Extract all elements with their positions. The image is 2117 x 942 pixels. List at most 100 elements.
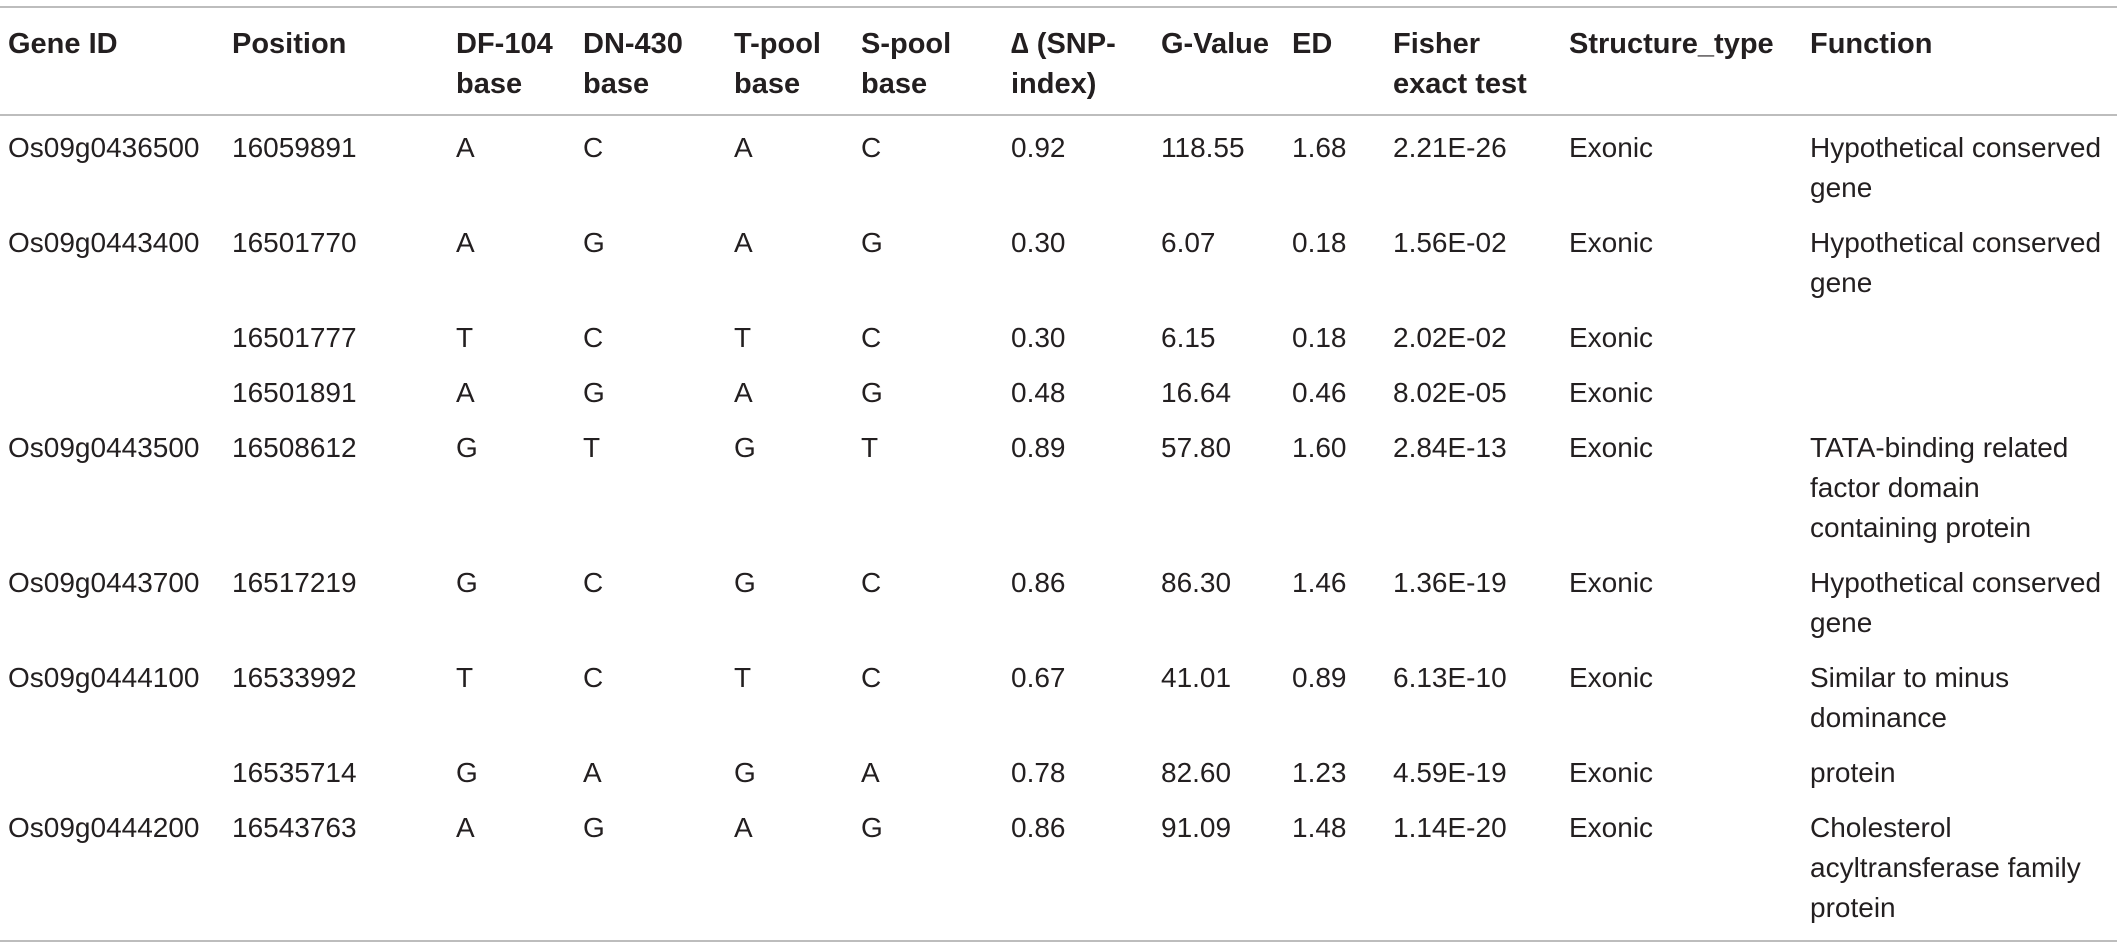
cell-structure-type: Exonic [1569,567,1654,598]
snp-table-container: Gene ID Position DF-104 base DN-430 base… [0,6,2117,942]
header-gene-id: Gene ID [0,6,224,116]
cell-g-value: 118.55 [1161,132,1245,163]
cell-dn430-base: G [583,377,605,408]
cell-fisher-exact-test: 8.02E-05 [1393,377,1507,408]
cell-tpool-base: A [734,132,753,163]
cell-delta-snp-index: 0.78 [1011,757,1066,788]
cell-delta-snp-index: 0.30 [1011,227,1066,258]
cell-dn430-base: C [583,567,604,598]
cell-df104-base: T [456,662,474,693]
cell-fisher-exact-test: 4.59E-19 [1393,757,1507,788]
cell-g-value: 82.60 [1161,757,1232,788]
cell-tpool-base: A [726,799,853,942]
cell-spool-base: G [861,377,883,408]
header-fisher-exact-test: Fisher exact test [1385,6,1561,116]
cell-function [1802,364,2117,419]
cell-structure-type: Exonic [1569,432,1654,463]
cell-df104-base: G [456,432,478,463]
cell-dn430-base: C [583,322,604,353]
table-row: Os09g0443700 16517219 G C G C 0.86 86.30… [0,554,2117,649]
cell-g-value: 91.09 [1153,799,1284,942]
table-row: Os09g0444100 16533992 T C T C 0.67 41.01… [0,649,2117,744]
cell-function: Hypothetical conserved gene [1810,132,2102,203]
table-row: 16501777 T C T C 0.30 6.15 0.18 2.02E-02… [0,309,2117,364]
cell-position: 16543763 [224,799,448,942]
cell-tpool-base: G [734,567,756,598]
cell-delta-snp-index: 0.48 [1011,377,1066,408]
cell-gene-id: Os09g0443400 [8,227,200,258]
cell-spool-base: C [861,662,882,693]
cell-gene-id [0,364,224,419]
table-row: Os09g0443400 16501770 A G A G 0.30 6.07 … [0,214,2117,309]
cell-ed: 1.60 [1292,432,1347,463]
cell-df104-base: T [456,322,474,353]
cell-fisher-exact-test: 2.02E-02 [1393,322,1507,353]
cell-dn430-base: A [583,757,602,788]
cell-position: 16533992 [232,662,357,693]
cell-delta-snp-index: 0.89 [1011,432,1066,463]
cell-function [1802,309,2117,364]
cell-ed: 1.23 [1292,757,1347,788]
cell-gene-id: Os09g0443700 [8,567,200,598]
cell-gene-id: Os09g0444200 [0,799,224,942]
cell-g-value: 86.30 [1161,567,1232,598]
cell-position: 16508612 [232,432,357,463]
cell-dn430-base: C [583,662,604,693]
cell-tpool-base: A [734,227,753,258]
cell-gene-id: Os09g0444100 [8,662,200,693]
cell-g-value: 6.07 [1161,227,1216,258]
cell-g-value: 6.15 [1161,322,1216,353]
cell-spool-base: C [861,567,882,598]
cell-position: 16517219 [232,567,357,598]
cell-structure-type: Exonic [1569,757,1654,788]
header-position: Position [224,6,448,116]
table-header: Gene ID Position DF-104 base DN-430 base… [0,6,2117,116]
cell-tpool-base: T [734,322,752,353]
cell-structure-type: Exonic [1561,799,1802,942]
cell-spool-base: G [861,227,883,258]
cell-function: Similar to minus dominance [1810,662,2010,733]
header-dn430-base: DN-430 base [575,6,726,116]
cell-fisher-exact-test: 2.84E-13 [1393,432,1507,463]
cell-ed: 0.18 [1292,322,1347,353]
cell-gene-id: Os09g0443500 [8,432,200,463]
cell-ed: 1.48 [1284,799,1385,942]
cell-df104-base: A [456,377,475,408]
table-row: 16501891 A G A G 0.48 16.64 0.46 8.02E-0… [0,364,2117,419]
table-row: Os09g0443500 16508612 G T G T 0.89 57.80… [0,419,2117,554]
cell-spool-base: T [861,432,879,463]
cell-ed: 0.89 [1292,662,1347,693]
header-ed: ED [1284,6,1385,116]
cell-structure-type: Exonic [1569,322,1654,353]
cell-position: 16501770 [232,227,357,258]
cell-dn430-base: C [583,132,604,163]
cell-ed: 1.46 [1292,567,1347,598]
cell-tpool-base: A [734,377,753,408]
cell-structure-type: Exonic [1569,227,1654,258]
table-row: Os09g0444200 16543763 A G A G 0.86 91.09… [0,799,2117,942]
cell-ed: 1.68 [1292,132,1347,163]
cell-dn430-base: T [583,432,601,463]
cell-spool-base: C [861,322,882,353]
header-g-value: G-Value [1153,6,1284,116]
cell-function: TATA-binding related factor domain conta… [1810,432,2069,543]
cell-tpool-base: T [734,662,752,693]
cell-dn430-base: G [583,227,605,258]
cell-delta-snp-index: 0.92 [1011,132,1066,163]
cell-df104-base: G [456,567,478,598]
snp-table: Gene ID Position DF-104 base DN-430 base… [0,6,2117,942]
cell-delta-snp-index: 0.86 [1011,567,1066,598]
cell-fisher-exact-test: 1.36E-19 [1393,567,1507,598]
header-delta-snp-index: ∆ (SNP- index) [1003,6,1153,116]
cell-df104-base: A [456,227,475,258]
cell-function: Hypothetical conserved gene [1810,227,2102,298]
cell-fisher-exact-test: 6.13E-10 [1393,662,1507,693]
cell-spool-base: A [861,757,880,788]
cell-delta-snp-index: 0.67 [1011,662,1066,693]
cell-fisher-exact-test: 1.56E-02 [1393,227,1507,258]
cell-structure-type: Exonic [1569,132,1654,163]
cell-position: 16535714 [232,757,357,788]
table-body: Os09g0436500 16059891 A C A C 0.92 118.5… [0,115,2117,942]
cell-ed: 0.18 [1292,227,1347,258]
cell-fisher-exact-test: 1.14E-20 [1385,799,1561,942]
